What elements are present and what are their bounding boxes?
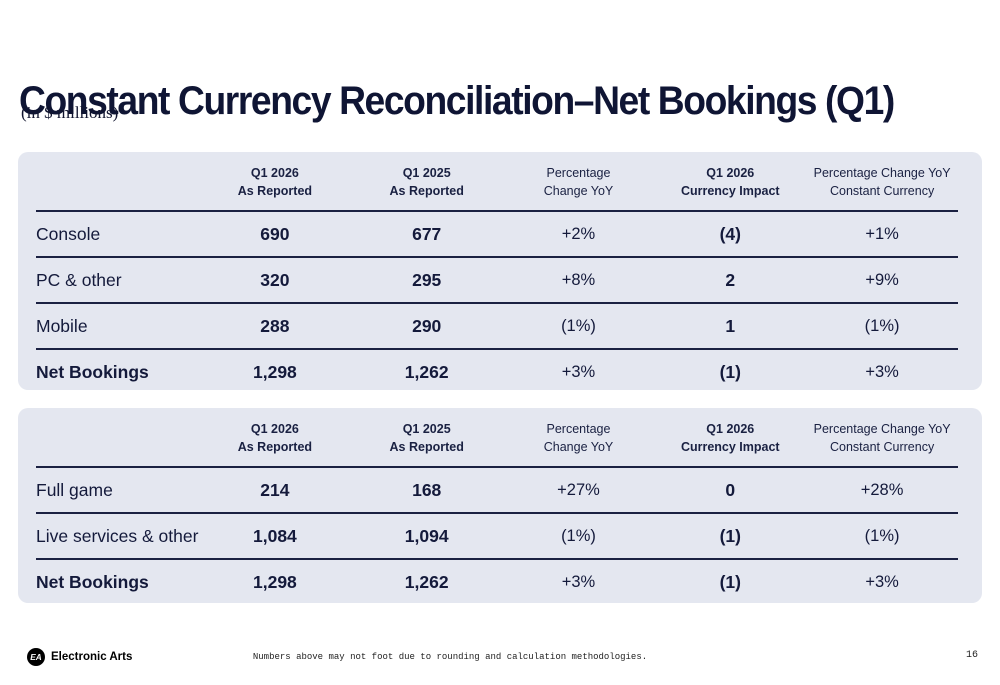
cell-as-reported-2025: 1,094 xyxy=(404,525,449,546)
column-header-q1-2026-as-reported: Q1 2026 As Reported xyxy=(237,421,313,455)
cell-pct-change-cc: +1% xyxy=(865,224,899,243)
cell-pct-change: +3% xyxy=(561,572,596,591)
composition-table-header-row: Q1 2026 As Reported Q1 2025 As Reported … xyxy=(36,408,958,466)
column-header-q1-2026-as-reported: Q1 2026 As Reported xyxy=(237,165,313,199)
cell-as-reported-2025: 1,262 xyxy=(404,361,449,382)
page-title: Constant Currency Reconciliation–Net Boo… xyxy=(19,78,895,123)
ea-logo-icon: EA xyxy=(27,648,45,666)
platform-table: Q1 2026 As Reported Q1 2025 As Reported … xyxy=(18,152,982,390)
cell-as-reported-2025: 290 xyxy=(412,315,442,336)
table-row-pc-other: PC & other 320 295 +8% 2 +9% xyxy=(36,256,958,302)
column-header-currency-impact: Q1 2026 Currency Impact xyxy=(680,165,780,199)
cell-as-reported-2026: 690 xyxy=(260,223,290,244)
cell-pct-change-cc: +28% xyxy=(860,480,904,499)
row-label: PC & other xyxy=(36,269,122,290)
cell-as-reported-2026: 320 xyxy=(260,269,290,290)
column-header-pct-change-yoy: Percentage Change YoY xyxy=(543,421,614,455)
cell-currency-impact: 1 xyxy=(725,315,736,336)
cell-pct-change-cc: (1%) xyxy=(864,526,900,545)
svg-text:EA: EA xyxy=(30,653,42,662)
cell-currency-impact: 0 xyxy=(725,479,736,500)
row-label: Live services & other xyxy=(36,525,199,546)
cell-as-reported-2026: 214 xyxy=(260,479,290,500)
cell-pct-change-cc: +3% xyxy=(865,572,899,591)
table-row-console: Console 690 677 +2% (4) +1% xyxy=(36,210,958,256)
row-label: Console xyxy=(36,223,101,244)
cell-as-reported-2026: 1,298 xyxy=(253,571,297,592)
row-label: Mobile xyxy=(36,315,88,336)
cell-currency-impact: (4) xyxy=(719,223,741,244)
table-row-full-game: Full game 214 168 +27% 0 +28% xyxy=(36,466,958,512)
row-label: Net Bookings xyxy=(36,361,149,382)
cell-pct-change-cc: +9% xyxy=(865,270,899,289)
cell-currency-impact: (1) xyxy=(719,525,741,546)
cell-as-reported-2025: 295 xyxy=(412,269,442,290)
cell-as-reported-2026: 288 xyxy=(260,315,290,336)
table-row-net-bookings-total: Net Bookings 1,298 1,262 +3% (1) +3% xyxy=(36,348,958,394)
cell-as-reported-2025: 677 xyxy=(412,223,442,244)
column-header-q1-2025-as-reported: Q1 2025 As Reported xyxy=(389,165,464,199)
platform-table-header-row: Q1 2026 As Reported Q1 2025 As Reported … xyxy=(36,152,958,210)
page-number: 16 xyxy=(965,650,978,661)
cell-pct-change: +3% xyxy=(561,362,596,381)
cell-currency-impact: (1) xyxy=(719,571,741,592)
cell-pct-change: (1%) xyxy=(561,526,596,545)
cell-pct-change: +8% xyxy=(561,270,596,289)
cell-as-reported-2025: 168 xyxy=(412,479,442,500)
table-row-mobile: Mobile 288 290 (1%) 1 (1%) xyxy=(36,302,958,348)
cell-pct-change: +2% xyxy=(561,224,596,243)
footer-brand: EA Electronic Arts xyxy=(27,648,132,666)
cell-pct-change: +27% xyxy=(557,480,600,499)
row-label: Full game xyxy=(36,479,113,500)
cell-pct-change-cc: (1%) xyxy=(864,316,900,335)
row-label: Net Bookings xyxy=(36,571,149,592)
cell-pct-change-cc: +3% xyxy=(865,362,899,381)
units-subtitle: (in $ millions) xyxy=(21,103,119,122)
column-header-pct-change-constant-currency: Percentage Change YoY Constant Currency xyxy=(813,421,951,455)
cell-as-reported-2025: 1,262 xyxy=(404,571,449,592)
composition-table: Q1 2026 As Reported Q1 2025 As Reported … xyxy=(18,408,982,603)
cell-currency-impact: (1) xyxy=(719,361,741,382)
brand-name: Electronic Arts xyxy=(51,651,133,663)
column-header-pct-change-constant-currency: Percentage Change YoY Constant Currency xyxy=(813,165,951,199)
table-row-net-bookings-total: Net Bookings 1,298 1,262 +3% (1) +3% xyxy=(36,558,958,604)
column-header-pct-change-yoy: Percentage Change YoY xyxy=(543,165,614,199)
column-header-q1-2025-as-reported: Q1 2025 As Reported xyxy=(389,421,464,455)
cell-as-reported-2026: 1,298 xyxy=(253,361,297,382)
cell-pct-change: (1%) xyxy=(561,316,596,335)
footnote: Numbers above may not foot due to roundi… xyxy=(252,652,648,662)
cell-as-reported-2026: 1,084 xyxy=(253,525,297,546)
column-header-currency-impact: Q1 2026 Currency Impact xyxy=(680,421,780,455)
table-row-live-services-other: Live services & other 1,084 1,094 (1%) (… xyxy=(36,512,958,558)
cell-currency-impact: 2 xyxy=(725,269,736,290)
